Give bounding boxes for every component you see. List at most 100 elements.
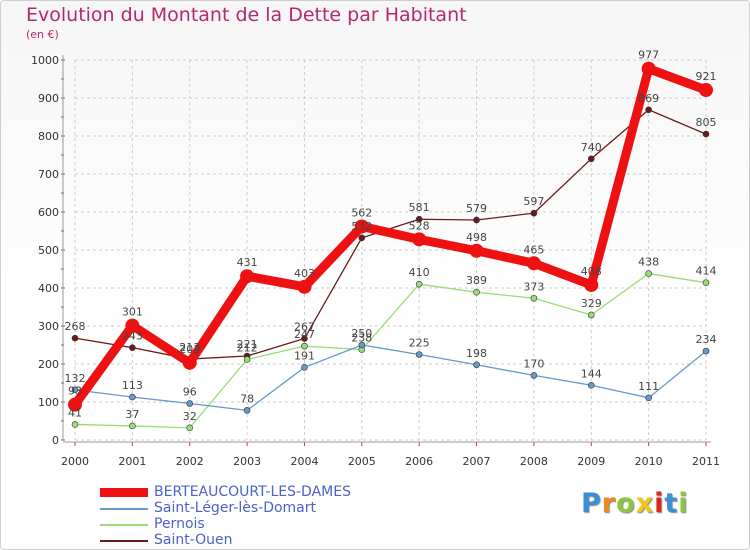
data-point-saint-l-ger-l-s-domart — [645, 394, 652, 402]
y-tick-label: 900 — [38, 92, 59, 105]
data-point-berteaucourt-les-dames — [469, 243, 484, 258]
data-label-berteaucourt-les-dames: 203 — [179, 343, 200, 356]
data-point-saint-l-ger-l-s-domart — [702, 347, 710, 355]
grid — [74, 59, 707, 441]
data-label-pernois: 438 — [638, 256, 659, 269]
y-tick-label: 600 — [38, 206, 59, 219]
y-tick-label: 1000 — [31, 54, 59, 67]
y-tick-label: 300 — [38, 320, 59, 333]
data-point-pernois — [415, 280, 423, 288]
chart-unit: (en €) — [26, 28, 59, 41]
data-point-saint-l-ger-l-s-domart — [530, 372, 538, 379]
data-labels: 268 243 213 221 267 532 581 579 597 740 869 805 41 37… — [65, 49, 717, 423]
x-tick-label: 2008 — [520, 455, 548, 468]
data-label-saint-ouen: 213 — [179, 341, 200, 354]
data-point-saint-ouen — [71, 334, 79, 342]
data-point-saint-ouen — [473, 216, 480, 224]
logo-letter: r — [601, 488, 617, 519]
data-point-saint-l-ger-l-s-domart — [186, 400, 194, 407]
data-point-berteaucourt-les-dames — [641, 61, 656, 76]
data-point-saint-ouen — [415, 215, 423, 223]
x-tick-label: 2003 — [233, 455, 261, 468]
data-label-pernois: 389 — [466, 274, 487, 287]
x-tick-label: 2010 — [635, 455, 663, 468]
data-label-saint-l-ger-l-s-domart: 113 — [122, 379, 143, 392]
legend-label: Saint-Ouen — [154, 532, 233, 548]
y-tick-label: 500 — [38, 244, 59, 257]
data-point-pernois — [587, 311, 595, 319]
data-label-saint-ouen: 805 — [696, 116, 717, 129]
legend-swatch — [100, 540, 148, 542]
data-label-pernois: 329 — [581, 297, 602, 310]
data-point-berteaucourt-les-dames — [297, 279, 312, 294]
data-label-pernois: 238 — [351, 332, 372, 345]
data-label-saint-l-ger-l-s-domart: 132 — [65, 372, 86, 385]
y-tick-label: 400 — [38, 282, 59, 295]
data-point-saint-ouen — [129, 344, 136, 351]
chart-title: Evolution du Montant de la Dette par Hab… — [26, 4, 467, 26]
data-point-saint-ouen — [702, 130, 710, 138]
data-point-pernois — [473, 288, 480, 296]
y-tick-label: 200 — [38, 358, 59, 371]
data-point-pernois — [71, 421, 79, 428]
data-label-pernois: 212 — [237, 341, 258, 354]
data-label-berteaucourt-les-dames: 498 — [466, 231, 487, 244]
x-tick-label: 2004 — [290, 455, 318, 468]
data-label-saint-ouen: 268 — [65, 320, 86, 333]
data-point-berteaucourt-les-dames — [240, 269, 255, 284]
data-label-saint-ouen: 740 — [581, 141, 602, 154]
data-label-berteaucourt-les-dames: 408 — [581, 265, 602, 278]
data-point-pernois — [530, 294, 538, 302]
data-label-berteaucourt-les-dames: 465 — [523, 243, 544, 256]
data-point-berteaucourt-les-dames — [125, 318, 140, 333]
legend-label: BERTEAUCOURT-LES-DAMES — [154, 484, 351, 500]
series-line-berteaucourt-les-dames — [70, 64, 711, 410]
data-label-saint-ouen: 243 — [122, 330, 143, 343]
y-tick-label: 100 — [38, 396, 59, 409]
data-label-pernois: 247 — [294, 328, 315, 341]
data-label-saint-ouen: 597 — [523, 195, 544, 208]
data-label-saint-ouen: 869 — [638, 92, 659, 105]
data-label-pernois: 32 — [183, 410, 197, 423]
x-tick-label: 2005 — [348, 455, 376, 468]
axes: 0 100 200 300 400 500 600 700 800 900 1000 2000 2001… — [31, 54, 720, 468]
data-point-saint-l-ger-l-s-domart — [473, 361, 480, 369]
proxiti-logo: Proxiti — [581, 488, 689, 519]
data-point-saint-l-ger-l-s-domart — [243, 407, 251, 414]
data-label-saint-ouen: 579 — [466, 202, 487, 215]
data-label-saint-l-ger-l-s-domart: 198 — [466, 347, 487, 360]
data-point-berteaucourt-les-dames — [526, 256, 541, 271]
data-label-berteaucourt-les-dames: 562 — [351, 206, 372, 219]
data-point-pernois — [645, 270, 652, 277]
data-label-saint-l-ger-l-s-domart: 170 — [523, 357, 544, 370]
data-label-saint-l-ger-l-s-domart: 191 — [294, 349, 315, 362]
data-label-berteaucourt-les-dames: 528 — [409, 219, 430, 232]
data-label-saint-ouen: 581 — [409, 201, 430, 214]
data-label-saint-l-ger-l-s-domart: 225 — [409, 337, 430, 350]
logo-letter: o — [616, 488, 636, 519]
data-point-saint-l-ger-l-s-domart — [301, 364, 308, 371]
data-point-berteaucourt-les-dames — [412, 232, 427, 247]
data-point-berteaucourt-les-dames — [354, 219, 369, 234]
data-label-pernois: 414 — [696, 265, 717, 278]
data-label-saint-ouen: 221 — [237, 338, 258, 351]
data-label-pernois: 410 — [409, 266, 430, 279]
legend-swatch — [100, 508, 148, 510]
data-label-saint-ouen: 532 — [351, 220, 372, 233]
x-tick-label: 2006 — [405, 455, 433, 468]
data-point-pernois — [243, 356, 251, 363]
legend-label: Saint-Léger-lès-Domart — [154, 500, 317, 516]
logo-letter: x — [635, 488, 655, 519]
data-point-berteaucourt-les-dames — [182, 355, 197, 370]
logo-letter: P — [581, 488, 602, 519]
data-label-saint-l-ger-l-s-domart: 144 — [581, 367, 602, 380]
data-label-saint-l-ger-l-s-domart: 111 — [638, 380, 659, 393]
logo-letter: t — [664, 488, 679, 519]
data-label-berteaucourt-les-dames: 431 — [237, 256, 258, 269]
data-point-saint-l-ger-l-s-domart — [129, 393, 136, 401]
data-point-pernois — [186, 424, 194, 432]
legend-label: Pernois — [154, 516, 205, 532]
data-label-saint-l-ger-l-s-domart: 78 — [240, 392, 254, 405]
